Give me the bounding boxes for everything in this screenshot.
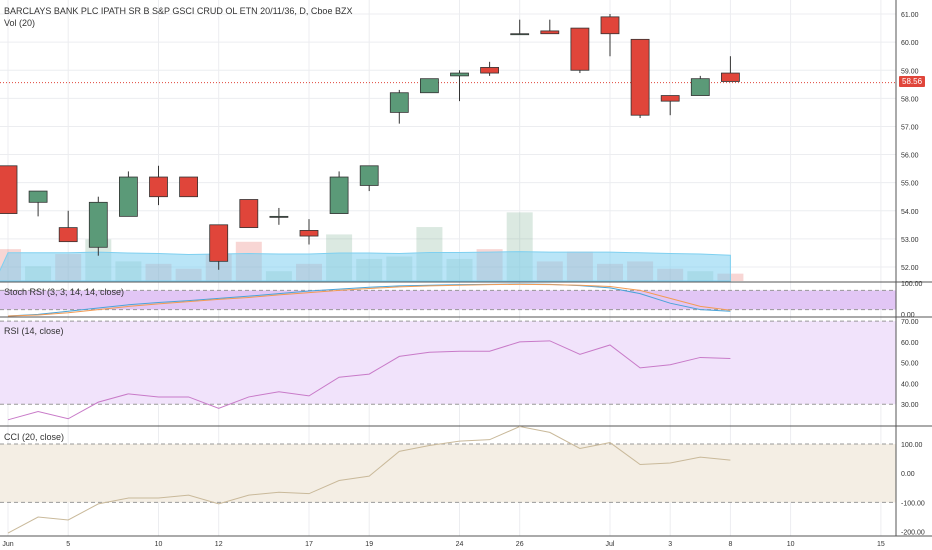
time-tick-label: 26 [516,541,524,548]
cci-label: CCI (20, close) [4,432,65,442]
price-tick-label: 60.00 [901,40,919,47]
candle-body [419,78,439,94]
candle-body [570,27,590,71]
price-tick-label: 57.00 [901,124,919,131]
stoch-k-line [7,283,731,317]
candle-body [88,201,108,248]
price-tick-label: 56.00 [901,153,919,160]
rsi-line [7,340,731,421]
rsi-label: RSI (14, close) [4,326,64,336]
time-tick-label: Jul [606,541,615,548]
candle-body [690,78,710,96]
volume-ma-area [0,251,731,282]
candle-body [721,72,740,82]
candle-body [299,230,319,237]
candle-body [329,176,349,214]
cci-tick-label: -200.00 [901,530,925,537]
time-tick-label: 19 [365,541,373,548]
time-tick-label: 15 [877,541,885,548]
time-tick-label: 12 [215,541,223,548]
price-tick-label: 59.00 [901,68,919,75]
candle-body [58,227,78,243]
time-tick-label: 8 [728,541,732,548]
candle-body [450,72,469,77]
cci-tick-label: -100.00 [901,500,925,507]
rsi-band [0,321,896,405]
time-tick-label: 3 [668,541,672,548]
time-tick-label: 5 [66,541,70,548]
price-tick-label: 61.00 [901,12,919,19]
time-tick-label: Jun [2,541,13,548]
cci-band [0,444,896,503]
cci-line [7,426,731,534]
cci-tick-label: 100.00 [901,442,923,449]
rsi-tick-label: 30.00 [901,402,919,409]
candle-body [209,224,229,262]
stoch-band [0,290,896,310]
rsi-tick-label: 40.00 [901,381,919,388]
candle-body [149,176,168,198]
stoch-tick-label: 0.00 [901,312,915,319]
candle-body [600,16,620,35]
candle-body [28,190,48,203]
cci-tick-label: 0.00 [901,471,915,478]
last-price-tag: 58.56 [899,76,926,87]
price-tick-label: 54.00 [901,209,919,216]
candle-body [540,30,560,35]
candle-body [0,165,18,214]
rsi-tick-label: 70.00 [901,319,919,326]
candle-body [269,215,289,218]
candle-body [660,95,680,102]
time-tick-label: 10 [155,541,163,548]
stoch-d-line [7,283,731,317]
candle-body [179,176,199,198]
candle-body [359,165,379,186]
time-tick-label: 10 [787,541,795,548]
price-tick-label: 55.00 [901,181,919,188]
chart-title: BARCLAYS BANK PLC IPATH SR B S&P GSCI CR… [4,6,353,16]
rsi-tick-label: 50.00 [901,361,919,368]
volume-label: Vol (20) [4,18,36,28]
stoch-tick-label: 100.00 [901,281,923,288]
candle-body [510,33,530,36]
price-tick-label: 58.00 [901,96,919,103]
stoch-rsi-label: Stoch RSI (3, 3, 14, 14, close) [4,287,125,297]
candle-body [630,38,650,116]
candle-body [480,67,500,74]
time-tick-label: 17 [305,541,313,548]
time-tick-label: 24 [456,541,464,548]
candle-body [119,176,138,217]
candle-body [389,92,409,113]
candle-body [239,199,259,229]
price-tick-label: 53.00 [901,237,919,244]
rsi-tick-label: 60.00 [901,340,919,347]
price-tick-label: 52.00 [901,265,919,272]
